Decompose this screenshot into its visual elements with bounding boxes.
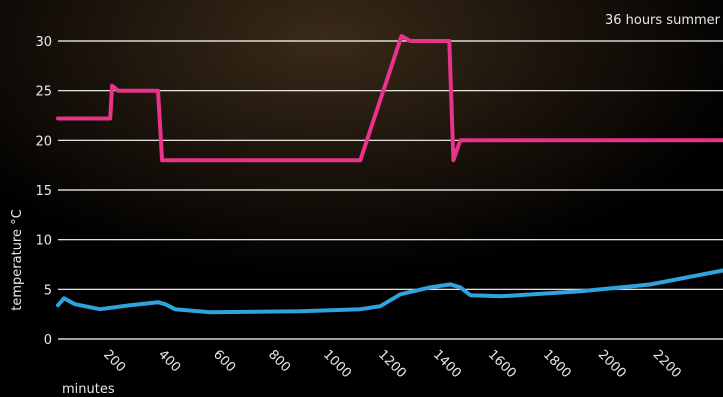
chart-title: 36 hours summer xyxy=(605,13,721,28)
y-tick-label: 5 xyxy=(44,283,52,298)
line-series xyxy=(56,268,723,315)
y-axis-label: temperature °C xyxy=(10,209,25,310)
y-tick-label: 20 xyxy=(35,134,52,149)
y-tick-label: 10 xyxy=(35,234,52,249)
y-tick-label: 25 xyxy=(35,85,52,100)
line-series xyxy=(56,34,723,163)
y-tick-label: 15 xyxy=(35,184,52,199)
x-axis-label: minutes xyxy=(62,382,115,397)
y-tick-label: 30 xyxy=(35,35,52,50)
y-tick-label: 0 xyxy=(44,333,52,348)
